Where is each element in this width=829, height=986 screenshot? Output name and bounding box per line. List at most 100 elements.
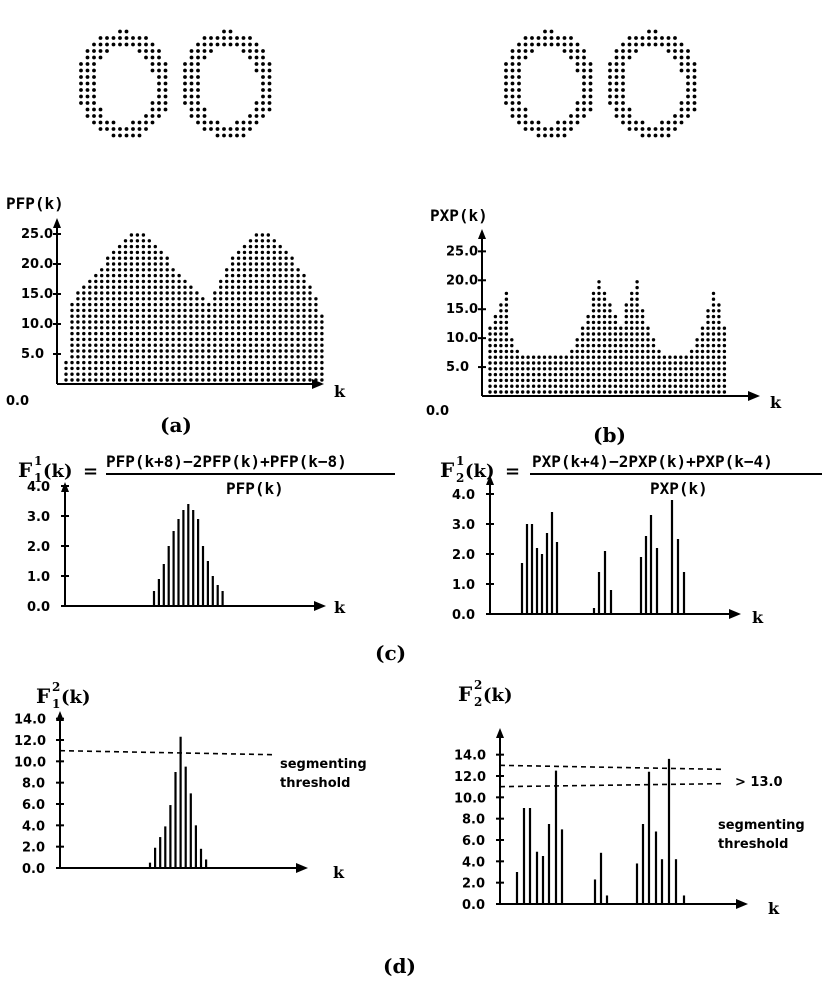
ytick-label: 8.0 <box>462 813 485 828</box>
profile-dot <box>272 355 276 359</box>
profile-dot <box>597 390 601 394</box>
profile-bar <box>706 309 710 394</box>
profile-dot <box>230 360 235 365</box>
ring-dot <box>510 114 515 118</box>
profile-dot <box>106 360 110 365</box>
ring-dot <box>692 75 697 79</box>
ring-dot <box>543 29 547 34</box>
profile-dot <box>624 361 628 365</box>
profile-dot <box>147 250 151 255</box>
profile-dot <box>123 320 128 324</box>
ring-dot <box>608 101 612 105</box>
ring-dot <box>241 127 246 131</box>
profile-dot <box>111 326 116 330</box>
profile-dot <box>82 337 86 342</box>
profile-dot <box>296 343 300 347</box>
profile-dot <box>537 378 541 383</box>
profile-dot <box>147 239 151 243</box>
profile-dot <box>488 349 492 354</box>
profile-dot <box>141 320 146 324</box>
profile-dot <box>630 367 634 371</box>
profile-dot <box>236 262 241 266</box>
profile-dot <box>284 291 288 295</box>
profile-dot <box>646 326 650 330</box>
ring-dot <box>504 88 508 92</box>
profile-dot <box>651 349 656 354</box>
ring-dot <box>653 29 658 34</box>
profile-dot <box>266 239 270 243</box>
profile-dot <box>242 250 247 255</box>
ring-dot <box>588 88 593 92</box>
profile-dot <box>564 378 568 383</box>
profile-bar <box>290 256 294 382</box>
profile-dot <box>314 320 318 324</box>
ring-dot <box>189 55 194 60</box>
profile-dot <box>141 360 146 365</box>
ring-dot <box>196 62 200 66</box>
profile-dot <box>586 378 590 383</box>
profile-dot <box>504 309 509 313</box>
profile-bar <box>284 250 288 382</box>
profile-dot <box>183 349 187 353</box>
profile-dot <box>266 297 270 301</box>
profile-dot <box>290 337 294 342</box>
profile-dot <box>635 332 639 336</box>
profile-dot <box>111 372 116 376</box>
profile-dot <box>296 297 300 301</box>
ring-dot <box>569 55 573 60</box>
profile-dot <box>499 390 503 394</box>
profile-dot <box>586 355 590 359</box>
profile-dot <box>591 372 596 377</box>
profile-dot <box>260 326 265 330</box>
profile-dot <box>722 349 727 354</box>
profile-dot <box>88 291 92 295</box>
profile-dot <box>236 308 241 313</box>
ring-dot <box>254 42 259 47</box>
d-left-threshold-label-2: threshold <box>280 776 350 791</box>
ring-dot <box>228 127 233 131</box>
profile-dot <box>177 291 181 295</box>
profile-dot <box>613 367 618 371</box>
ring-dot <box>686 101 690 105</box>
profile-dot <box>651 390 656 394</box>
profile-dot <box>230 331 235 336</box>
profile-dot <box>135 349 140 353</box>
profile-dot <box>236 250 241 255</box>
ring-dot <box>666 36 671 40</box>
caption-b: (b) <box>593 423 626 447</box>
profile-dot <box>129 268 134 272</box>
profile-dot <box>171 343 175 347</box>
profile-dot <box>493 338 498 342</box>
profile-dot <box>284 360 288 365</box>
profile-dot <box>183 326 187 330</box>
profile-dot <box>640 309 645 313</box>
ring-dot <box>189 75 194 79</box>
profile-dot <box>657 390 661 394</box>
ring-dot <box>569 114 573 118</box>
profile-dot <box>521 378 525 383</box>
profile-dot <box>564 361 568 365</box>
profile-dot <box>499 384 503 388</box>
ring-dot <box>640 36 645 40</box>
profile-dot <box>302 279 306 284</box>
profile-dot <box>488 367 492 371</box>
profile-dot <box>586 349 590 354</box>
profile-dot <box>106 273 110 278</box>
profile-dot <box>254 233 259 237</box>
profile-dot <box>100 320 104 324</box>
ring-dot <box>241 120 246 125</box>
profile-dot <box>111 308 116 313</box>
profile-dot <box>260 250 265 255</box>
profile-dot <box>564 372 568 377</box>
profile-bar <box>159 250 163 382</box>
profile-dot <box>189 349 193 353</box>
d-left-sub: 1 <box>52 697 60 711</box>
profile-dot <box>147 326 151 330</box>
ring-dot <box>196 114 200 118</box>
profile-dot <box>314 297 318 301</box>
profile-dot <box>189 331 193 336</box>
ring-dot <box>608 88 612 92</box>
profile-dot <box>510 349 514 354</box>
profile-dot <box>278 337 282 342</box>
profile-dot <box>591 320 596 325</box>
